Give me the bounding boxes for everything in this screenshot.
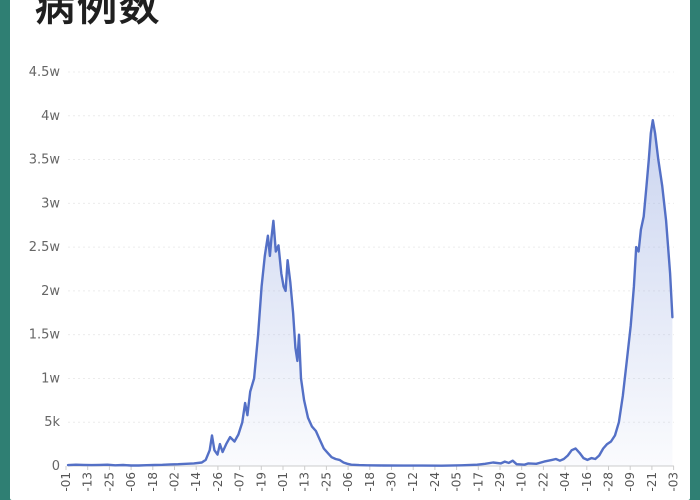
x-tick-label: -07 [233,472,247,492]
grid-lines [68,71,674,467]
x-tick-label: -02 [168,472,182,492]
cases-area-chart: 0 5k 1w 1.5w 2w 2.5w 3w 3.5w 4w 4.5w -01 -13 -25 -06… [29,65,681,492]
x-tick-label: -24 [428,472,442,492]
y-tick-label: 2w [41,284,60,299]
page-title: 病例数 [35,0,161,30]
x-tick-label: -29 [493,472,507,492]
y-tick-label: 1.5w [29,328,61,343]
chart-card: 病例数 0 5k 1w 1.5w 2w 2.5w 3w 3.5w 4w 4.5w -01 -13 -2… [10,0,690,500]
y-tick-label: 3.5w [29,153,61,168]
x-axis: -01 -13 -25 -06 -18 -02 -14 -26 -07 -19 -01 -13 -25-… [59,465,681,492]
series-line [66,119,674,467]
x-tick-label: -09 [623,472,637,492]
y-tick-label: 1w [41,371,60,386]
x-tick-label: -21 [645,472,659,492]
x-tick-label: -19 [254,472,268,492]
y-tick-label: 4.5w [29,65,61,80]
x-tick-label: -16 [580,472,594,492]
y-axis: 0 5k 1w 1.5w 2w 2.5w 3w 3.5w 4w 4.5w [29,65,61,474]
x-tick-label: -04 [558,472,572,492]
y-tick-label: 0 [52,459,60,474]
x-tick-label: -25 [319,472,333,492]
x-tick-label: -28 [602,472,616,492]
y-tick-label: 4w [41,109,60,124]
x-tick-label: -22 [536,472,550,492]
x-tick-label: -05 [450,472,464,492]
x-tick-label: -01 [276,472,290,492]
x-tick-label: -03 [667,472,681,492]
x-tick-label: -30 [385,472,399,492]
plot-area [66,119,674,467]
y-tick-label: 2.5w [29,240,61,255]
x-tick-label: -13 [81,472,95,492]
x-tick-label: -13 [298,472,312,492]
x-tick-label: -26 [211,472,225,492]
x-tick-label: -17 [471,472,485,492]
y-tick-label: 5k [44,415,60,430]
y-tick-label: 3w [41,196,60,211]
x-tick-label: -25 [102,472,116,492]
x-tick-label: -18 [363,472,377,492]
x-tick-label: -06 [341,472,355,492]
x-tick-label: -14 [189,472,203,492]
x-tick-label: -18 [146,472,160,492]
series-area [68,120,673,466]
x-tick-label: -10 [515,472,529,492]
x-tick-label: -06 [124,472,138,492]
x-tick-label: -01 [59,472,73,492]
x-tick-label: -12 [406,472,420,492]
